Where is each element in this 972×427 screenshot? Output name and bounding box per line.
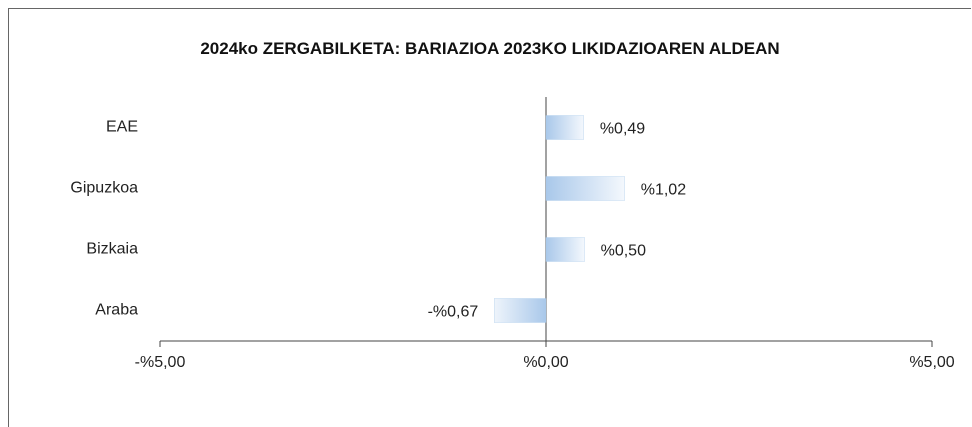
bar [545, 237, 585, 262]
y-tick-label: EAE [106, 119, 138, 136]
x-tick-label: %0,00 [523, 354, 568, 371]
bar [494, 298, 547, 323]
value-label: %0,49 [600, 121, 645, 138]
x-tick-label: -%5,00 [135, 354, 186, 371]
y-tick-label: Gipuzkoa [70, 180, 138, 197]
value-label: %0,50 [601, 243, 646, 260]
bar [545, 176, 625, 201]
y-tick-label: Bizkaia [86, 241, 138, 258]
x-tick-label: %5,00 [909, 354, 954, 371]
y-tick-label: Araba [95, 302, 138, 319]
value-label: -%0,67 [428, 304, 479, 321]
chart-title: 2024ko ZERGABILKETA: BARIAZIOA 2023KO LI… [200, 39, 780, 58]
frame [8, 8, 971, 427]
value-label: %1,02 [641, 182, 686, 199]
bar [545, 115, 584, 140]
